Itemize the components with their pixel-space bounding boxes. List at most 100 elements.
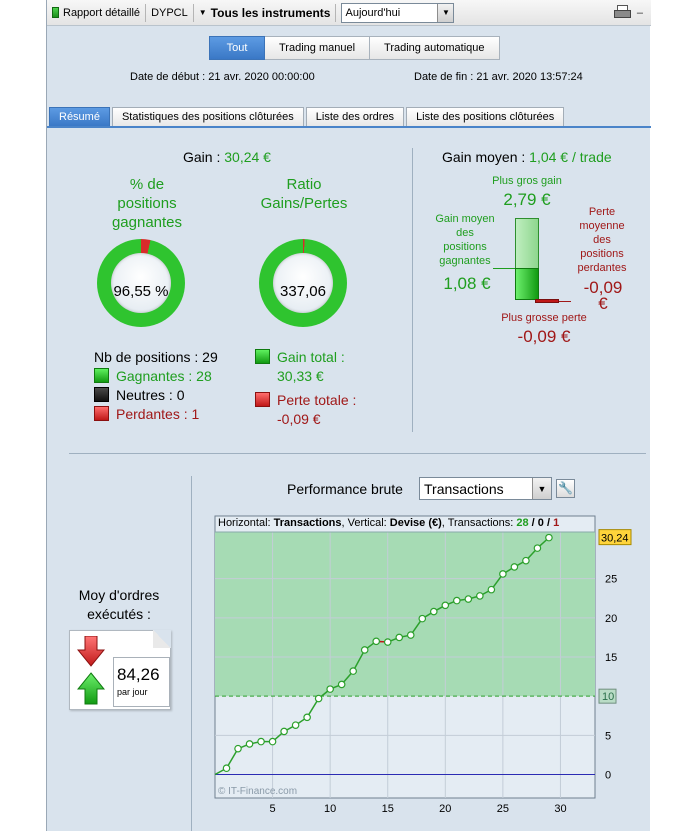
gain-moyen-value: 1,04 € / trade <box>529 149 612 165</box>
data-point <box>222 764 231 773</box>
pct-winning-value: 96,55 % <box>113 283 169 300</box>
gain-moyen: Gain moyen : 1,04 € / trade <box>442 149 612 165</box>
avg-loss-value: -0,09 € <box>578 278 628 312</box>
wrench-icon[interactable]: 🔧 <box>556 479 575 498</box>
period-select[interactable]: Aujourd'hui ▼ <box>341 2 455 23</box>
account-label[interactable]: DYPCL <box>151 6 188 19</box>
data-point <box>257 737 265 746</box>
series-segment <box>318 688 331 700</box>
performance-select[interactable]: Transactions ▼ <box>419 477 552 500</box>
period-value: Aujourd'hui <box>345 6 401 19</box>
data-point <box>476 592 484 600</box>
orders-title-line: Moy d'ordres <box>78 587 160 603</box>
last-value-box <box>598 529 632 546</box>
chart-header-bold: Transactions <box>273 517 342 529</box>
chart-header-text: , Transactions: <box>441 517 517 529</box>
instruments-dropdown[interactable]: ▼ Tous les instruments <box>194 0 336 26</box>
y-tick-label: 0 <box>605 770 611 782</box>
data-point <box>499 570 507 578</box>
chart-header-text: Horizontal: <box>218 517 274 529</box>
gain-total: Gain total : <box>255 348 345 367</box>
avg-loss-number: -0,09 <box>583 278 623 297</box>
performance-title: Performance brute <box>287 481 403 497</box>
ratio-title-line: Gains/Pertes <box>260 195 348 212</box>
neutral-label: Neutres : 0 <box>116 387 185 403</box>
tab-stats-closed[interactable]: Statistiques des positions clôturées <box>111 107 304 126</box>
instruments-label: Tous les instruments <box>210 5 331 20</box>
perte-totale: Perte totale : <box>255 391 356 410</box>
minimize-button[interactable]: – <box>636 6 643 19</box>
series-segment <box>272 730 285 743</box>
data-point <box>360 646 369 654</box>
tab-underline <box>47 126 651 128</box>
avg-win-label-line: Gain moyen <box>435 213 495 225</box>
tab-orders[interactable]: Liste des ordres <box>305 107 405 126</box>
avg-loss-bar <box>535 299 559 303</box>
horizontal-divider <box>69 453 646 454</box>
chart-header-sep: / <box>543 517 554 529</box>
tab-closed-positions[interactable]: Liste des positions clôturées <box>406 107 565 126</box>
y-tick-label: 5 <box>605 730 611 742</box>
winners-label: Gagnantes : 28 <box>116 368 212 384</box>
data-point <box>429 607 438 616</box>
chevron-down-icon[interactable]: ▼ <box>532 478 551 499</box>
toolbar-separator <box>192 3 194 22</box>
ring-center <box>273 253 333 313</box>
chart-header-losses: 1 <box>553 517 560 529</box>
chevron-down-icon[interactable]: ▼ <box>437 3 454 22</box>
report-button[interactable]: Rapport détaillé <box>47 0 145 26</box>
up-down-arrows-icon <box>77 636 105 705</box>
losers-label: Perdantes : 1 <box>116 406 200 422</box>
max-gain-value: 2,79 € <box>503 190 551 209</box>
data-point <box>349 667 357 675</box>
data-point <box>453 596 461 605</box>
series-segment <box>364 640 377 651</box>
pct-title-line: positions <box>117 195 177 212</box>
legend-winners: Gagnantes : 28 <box>94 367 212 386</box>
max-gain-label: Plus gros gain <box>492 175 562 187</box>
green-square-icon <box>94 368 109 383</box>
y-tick-label: 20 <box>605 613 617 625</box>
gain-value: 30,24 € <box>224 149 271 165</box>
series-segment <box>249 740 262 745</box>
series-segment <box>468 595 481 600</box>
tab-resume[interactable]: Résumé <box>49 107 110 126</box>
series-segment <box>502 566 515 575</box>
x-tick-label: 20 <box>439 803 451 815</box>
ref-label-box <box>598 688 617 704</box>
x-tick-label: 30 <box>554 803 566 815</box>
start-date: Date de début : 21 avr. 2020 00:00:00 <box>130 71 315 83</box>
x-tick-label: 25 <box>497 803 509 815</box>
avg-loss-label-line: des <box>593 234 611 246</box>
series-segment <box>329 683 342 690</box>
data-point <box>395 633 404 642</box>
mode-tout-button[interactable]: Tout <box>209 36 265 60</box>
chart-header-sep: / <box>528 517 538 529</box>
series-segment <box>514 559 527 568</box>
series-segment <box>214 767 227 776</box>
report-icon <box>52 7 59 18</box>
pct-title-line: gagnantes <box>111 214 183 231</box>
y-tick-label: 15 <box>605 652 617 664</box>
series-segment <box>283 724 296 733</box>
mode-manual-button[interactable]: Trading manuel <box>265 36 371 60</box>
data-point <box>326 685 334 693</box>
mode-auto-button[interactable]: Trading automatique <box>370 36 500 60</box>
black-square-icon <box>94 387 109 402</box>
data-point <box>291 721 300 729</box>
ref-label: 10 <box>602 691 614 703</box>
nb-positions: Nb de positions : 29 <box>94 349 218 365</box>
data-point <box>314 694 323 703</box>
pct-winning-title: % de positions gagnantes <box>95 175 199 232</box>
data-point <box>280 727 288 736</box>
data-point <box>383 638 392 646</box>
data-point <box>533 544 542 552</box>
legend-neutral: Neutres : 0 <box>94 386 184 405</box>
toolbar-separator <box>335 3 337 22</box>
data-point <box>418 614 427 623</box>
print-icon[interactable] <box>613 5 631 20</box>
series-segment <box>352 649 366 672</box>
data-point <box>372 637 381 646</box>
y-tick-label: 25 <box>605 574 617 586</box>
avg-win-label: Gain moyen des positions gagnantes <box>427 212 503 268</box>
